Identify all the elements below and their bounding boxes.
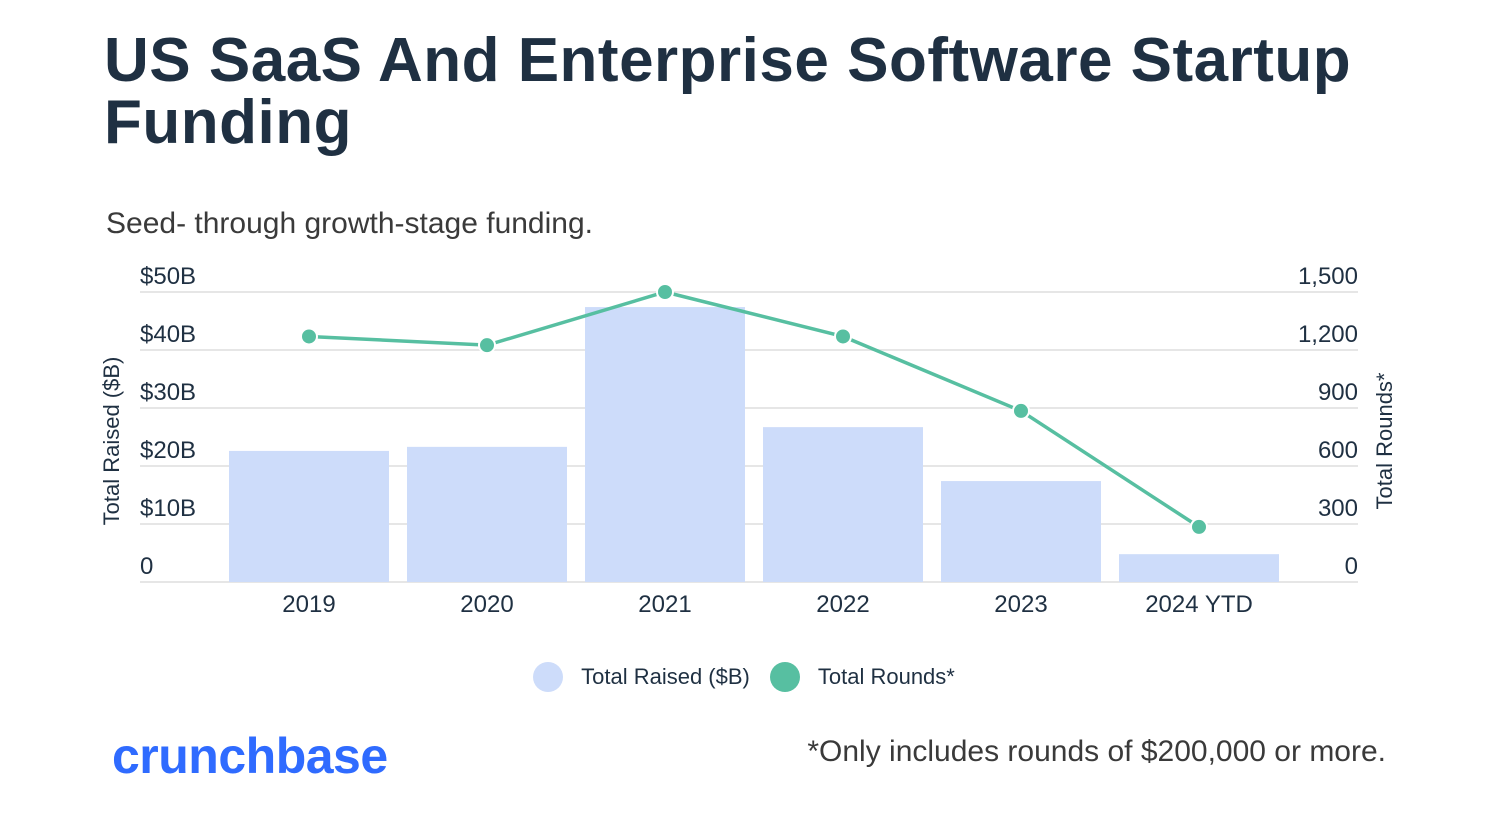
bar-2023 [941,481,1101,582]
legend-label: Total Raised ($B) [581,664,750,689]
x-tick-label: 2019 [282,591,335,618]
rounds-point-2020 [478,336,496,355]
x-tick-label: 2020 [460,591,513,618]
bar-2022 [763,427,923,582]
legend-swatch-line [769,662,800,692]
right-tick-label: 900 [1318,379,1358,406]
legend-swatch-bar [533,662,564,692]
rounds-point-2021 [656,283,674,301]
x-tick-label: 2024 YTD [1145,591,1253,618]
x-tick-label: 2023 [994,591,1047,618]
left-axis-title: Total Raised ($B) [99,357,124,526]
left-tick-label: $20B [140,437,196,464]
combo-chart: 0 $10B $20B $30B $40B $50B 0 300 600 900 1,200 1,5… [99,263,1397,618]
right-tick-label: 300 [1318,495,1358,522]
right-axis-ticks: 0 300 600 900 1,200 1,500 [1298,263,1358,580]
left-tick-label: $40B [140,321,196,348]
right-tick-label: 0 [1345,553,1358,580]
left-tick-label: $30B [140,379,196,406]
legend-label: Total Rounds* [817,664,955,689]
right-tick-label: 1,500 [1298,263,1358,290]
rounds-point-2023 [1012,401,1030,420]
legend-item-total-raised[interactable]: Total Raised ($B) [533,662,750,692]
left-tick-label: $10B [140,495,196,522]
left-axis-ticks: 0 $10B $20B $30B $40B $50B [140,263,196,580]
x-axis-ticks: 2019 2020 2021 2022 2023 2024 YTD [282,591,1253,618]
rounds-point-2024-ytd [1190,517,1208,536]
rounds-line-path [308,290,1200,529]
bar-2024-ytd [1119,554,1279,582]
x-tick-label: 2021 [638,591,691,618]
legend: Total Raised ($B) Total Rounds* [0,662,1488,692]
footnote: *Only includes rounds of $200,000 or mor… [807,735,1386,768]
left-tick-label: $50B [140,263,196,290]
left-tick-label: 0 [140,553,153,580]
bar-2019 [229,450,389,582]
right-tick-label: 600 [1318,437,1358,464]
chart-subtitle: Seed- through growth-stage funding. [106,207,593,240]
right-axis-title: Total Rounds* [1372,372,1397,509]
bar-2021 [585,307,745,582]
chart-title: US SaaS And Enterprise Software Startup … [104,26,1352,157]
bar-2020 [407,446,567,582]
rounds-point-2022 [834,327,852,346]
bars [229,307,1279,582]
rounds-line [300,283,1208,536]
right-tick-label: 1,200 [1298,321,1358,348]
crunchbase-logo: crunchbase [112,728,388,784]
x-tick-label: 2022 [816,591,869,618]
legend-item-total-rounds[interactable]: Total Rounds* [769,662,955,692]
rounds-point-2019 [300,327,318,346]
